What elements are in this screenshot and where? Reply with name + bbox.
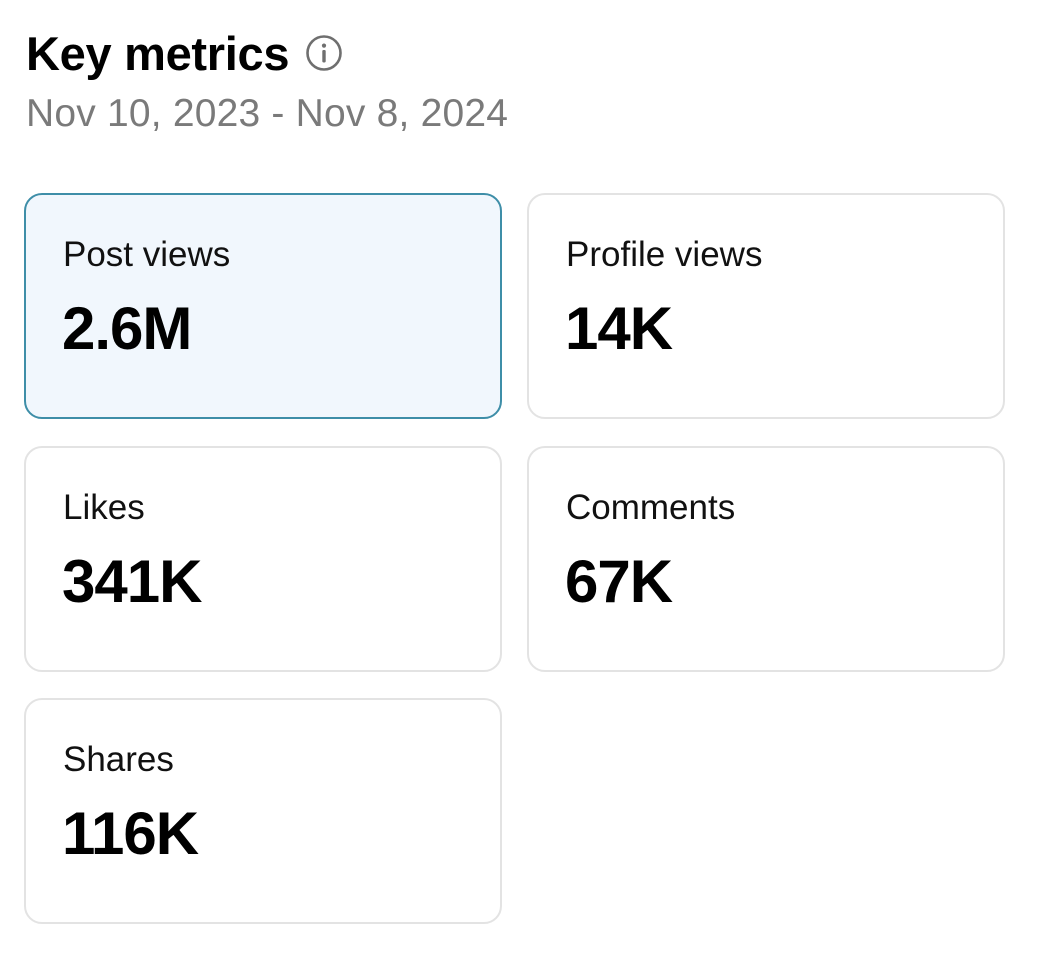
metric-label: Shares [63, 740, 174, 779]
metric-label: Profile views [566, 235, 763, 274]
metric-value: 2.6M [62, 295, 192, 362]
metric-value: 116K [62, 800, 199, 867]
metric-card-profile-views[interactable]: Profile views 14K [527, 193, 1005, 419]
metric-card-likes[interactable]: Likes 341K [24, 446, 502, 672]
page-title: Key metrics [26, 26, 290, 80]
date-range: Nov 10, 2023 - Nov 8, 2024 [26, 92, 509, 135]
metric-card-comments[interactable]: Comments 67K [527, 446, 1005, 672]
title-row: Key metrics [26, 22, 508, 84]
metric-label: Likes [63, 488, 145, 527]
info-circle-icon[interactable] [305, 34, 343, 72]
metric-label: Comments [566, 488, 736, 527]
metric-value: 14K [565, 295, 673, 362]
metric-card-shares[interactable]: Shares 116K [24, 698, 502, 924]
metric-card-post-views[interactable]: Post views 2.6M [24, 193, 502, 419]
metric-label: Post views [63, 235, 231, 274]
key-metrics-header: Key metrics Nov 10, 2023 - Nov 8, 2024 [26, 22, 509, 135]
metric-value: 67K [565, 548, 673, 615]
metric-value: 341K [62, 548, 202, 615]
